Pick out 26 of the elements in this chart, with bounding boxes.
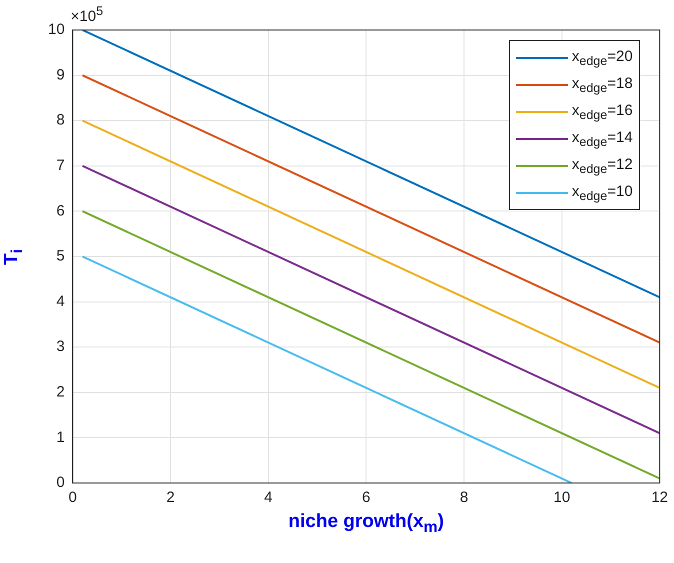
legend-label: x$_{edge}$=20 [572, 48, 633, 68]
legend-label: x$_{edge}$=12 [572, 156, 633, 176]
x-tick-label: 12 [651, 489, 668, 506]
legend-label: x$_{edge}$=10 [572, 182, 633, 202]
y-tick-label: 3 [56, 338, 65, 356]
x-tick-label: 8 [460, 489, 468, 506]
y-tick-label: 0 [56, 474, 65, 492]
legend-label: x$_{edge}$=18 [572, 74, 633, 94]
x-axis-title: niche growth(x$_{m}$) [288, 511, 444, 537]
x-tick-label: 10 [553, 489, 570, 506]
y-tick-label: 7 [56, 157, 65, 174]
y-tick-label: 5 [56, 248, 65, 265]
y-tick-label: 2 [56, 384, 65, 401]
y-tick-label: 6 [56, 202, 65, 220]
y-tick-label: 4 [56, 292, 65, 310]
legend-label: x$_{edge}$=14 [572, 128, 633, 148]
x-tick-label: 4 [264, 489, 273, 506]
x-tick-label: 6 [362, 489, 370, 506]
legend-label: x$_{edge}$=16 [572, 102, 633, 122]
x-tick-label: 0 [68, 489, 77, 506]
y-tick-label: 9 [56, 66, 65, 84]
x-tick-label: 2 [166, 489, 175, 506]
y-tick-label: 8 [56, 112, 65, 129]
text: ×10$^{5}$ [70, 4, 104, 25]
y-tick-label: 10 [48, 21, 65, 38]
y-tick-label: 1 [56, 428, 65, 446]
